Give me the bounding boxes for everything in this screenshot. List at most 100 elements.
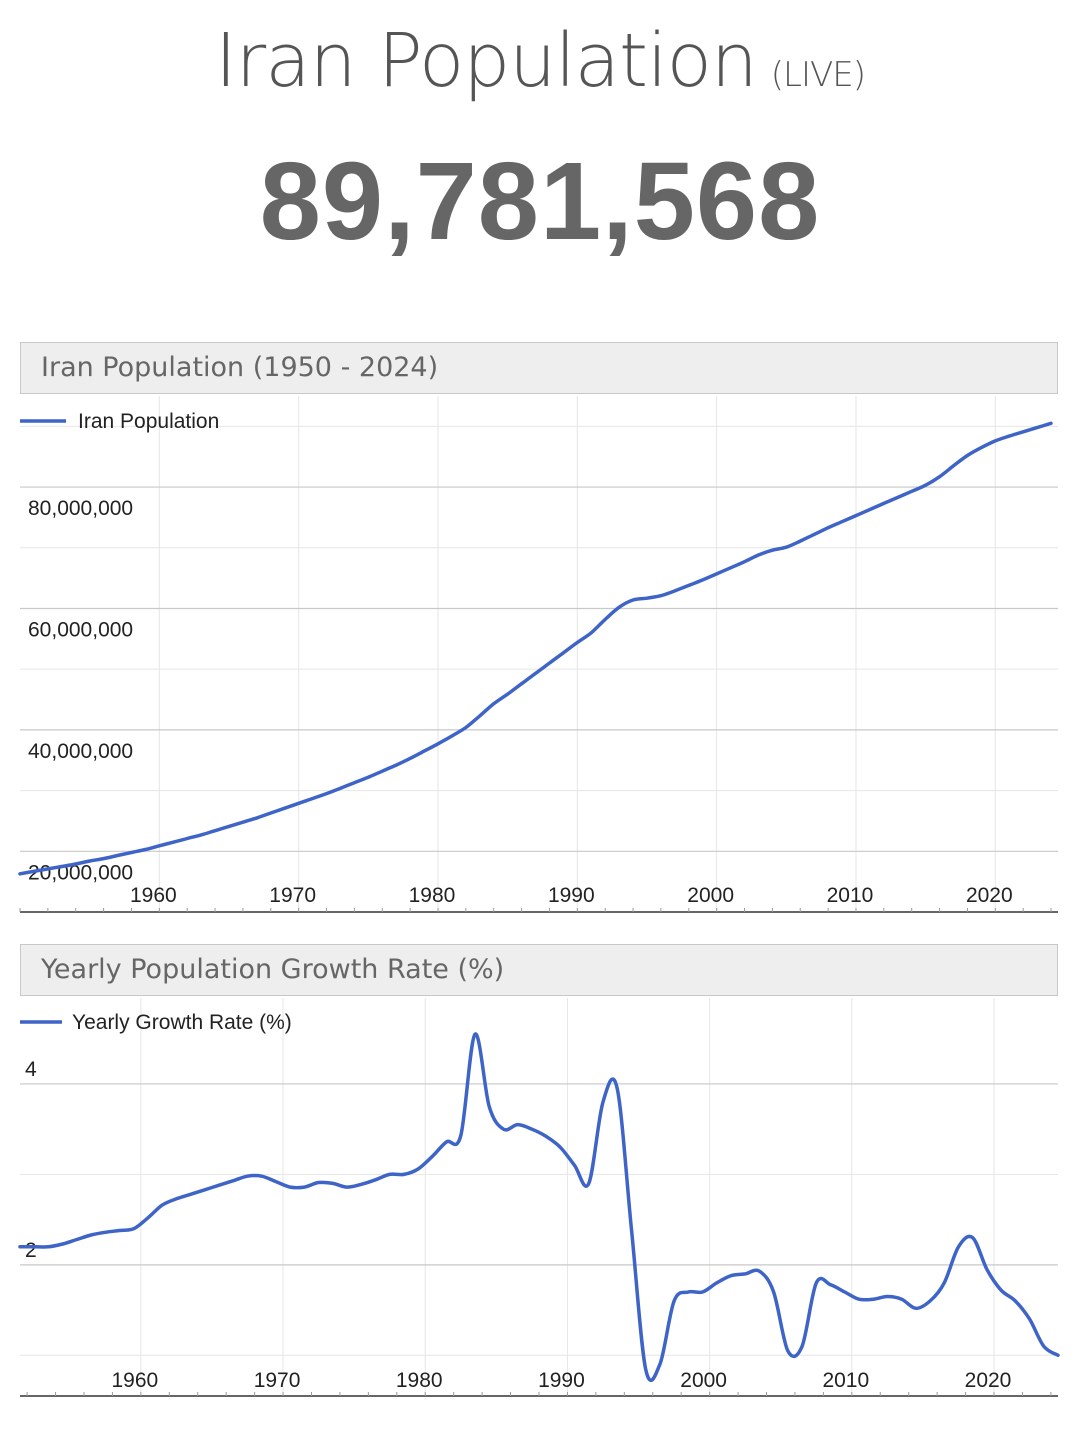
data-point [993,439,997,443]
data-point [558,1145,562,1149]
series-line [18,1032,1060,1383]
data-point [359,1182,363,1186]
data-point [189,1192,193,1196]
data-point [938,475,942,479]
data-point [687,583,691,587]
data-point [965,453,969,457]
data-point [629,1227,633,1231]
x-tick-label: 1990 [538,1369,585,1392]
x-tick-label: 2000 [687,884,734,907]
data-point [269,811,273,815]
data-point [450,734,454,738]
data-point [743,1272,747,1276]
data-point [338,786,342,790]
growth-rate-chart-header: Yearly Population Growth Rate (%) [20,944,1058,996]
x-tick-label: 1980 [409,884,456,907]
population-counter: 89,781,568 [259,140,821,263]
page-title: Iran Population (LIVE) [0,18,1080,104]
x-tick-label: 1960 [130,884,177,907]
data-point [828,1283,832,1287]
data-point [843,1290,847,1294]
data-point [854,514,858,518]
data-point [868,508,872,512]
data-point [534,671,538,675]
data-point [88,859,92,863]
data-point [174,1197,178,1201]
data-point [686,1290,690,1294]
data-point [373,1178,377,1182]
data-point [241,820,245,824]
y-tick-label: 40,000,000 [28,740,133,763]
x-tick-label: 1960 [112,1369,159,1392]
data-point [826,526,830,530]
data-point [1013,1299,1017,1303]
y-tick-label: 60,000,000 [28,618,133,641]
x-tick-label: 1970 [254,1369,301,1392]
legend-label: Yearly Growth Rate (%) [72,1011,292,1034]
data-point [770,548,774,552]
data-point [61,1242,65,1246]
data-point [896,495,900,499]
data-point [143,847,147,851]
data-point [380,769,384,773]
data-point [213,829,217,833]
data-point [729,566,733,570]
data-point [812,532,816,536]
data-point [129,851,133,855]
data-point [928,1299,932,1303]
x-tick-label: 2020 [966,884,1013,907]
data-point [459,1133,463,1137]
data-point [345,1185,349,1189]
data-point [436,742,440,746]
data-point [658,1362,662,1366]
data-point [544,1134,548,1138]
data-point [589,631,593,635]
y-tick-label: 80,000,000 [28,497,133,520]
data-point [701,1290,705,1294]
data-point [231,1179,235,1183]
data-point [784,545,788,549]
data-point [132,1227,136,1231]
data-point [32,869,36,873]
data-point [520,682,524,686]
data-point [157,844,161,848]
x-tick-label: 2000 [680,1369,727,1392]
data-point [800,1344,804,1348]
data-point [217,1183,221,1187]
data-point [631,598,635,602]
data-point [603,617,607,621]
data-point [530,1127,534,1131]
data-point [408,756,412,760]
data-point [203,1188,207,1192]
data-point [729,1274,733,1278]
data-point [89,1233,93,1237]
data-point [18,872,22,876]
data-point [388,1172,392,1176]
growth-rate-chart: 2 4 1960 1970 1980 1990 2000 2010 2020 Yearly Gro… [18,998,1060,1397]
data-point [32,1245,36,1249]
data-point [325,792,329,796]
data-point [1028,1317,1032,1321]
data-point [615,1086,619,1090]
data-point [885,1295,889,1299]
data-point [942,1281,946,1285]
series-line [18,421,1053,876]
data-point [672,1299,676,1303]
data-point [914,1306,918,1310]
data-point [102,857,106,861]
data-point [1007,434,1011,438]
data-point [46,1245,50,1249]
x-tick-label: 2010 [822,1369,869,1392]
data-point [644,1367,648,1371]
data-point [857,1297,861,1301]
data-point [971,1236,975,1240]
data-point [882,501,886,505]
live-label: (LIVE) [770,55,866,95]
data-point [952,464,956,468]
data-point [956,1245,960,1249]
data-point [673,589,677,593]
data-point [274,1180,278,1184]
legend-label: Iran Population [78,410,219,433]
data-point [473,1032,477,1036]
data-point [160,1203,164,1207]
